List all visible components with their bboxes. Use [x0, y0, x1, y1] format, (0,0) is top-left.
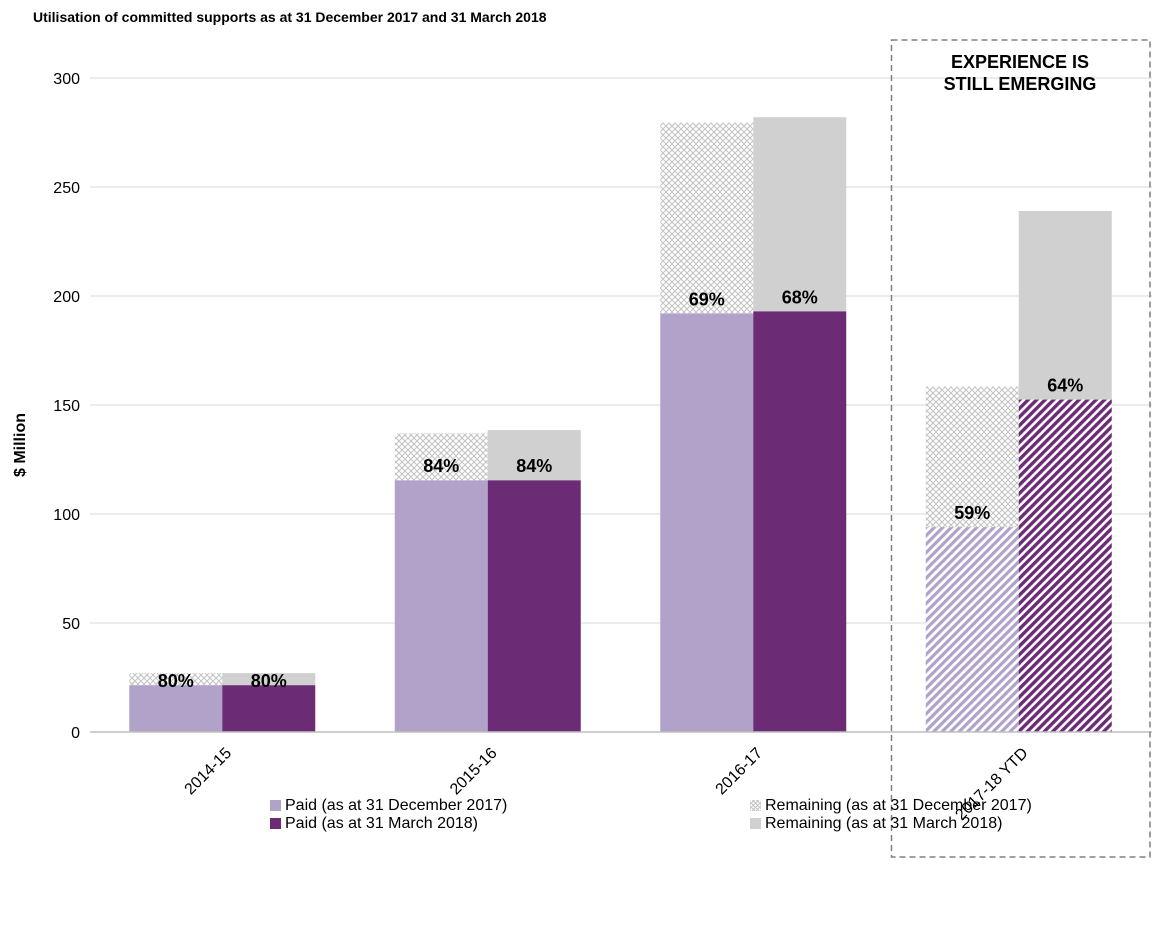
chart-title: Utilisation of committed supports as at … — [33, 9, 547, 25]
bar-remaining-dec-2015-16 — [394, 433, 488, 481]
data-labels: 80% 80% 84% 84% 69% 68% 59% 64% — [158, 287, 1084, 691]
y-tick-label: 250 — [53, 180, 80, 197]
bar-remaining-dec-2016-17 — [660, 122, 754, 314]
bar-remaining-mar-2015-16 — [487, 430, 581, 481]
emerging-box — [890, 39, 1151, 858]
y-tick-label: 50 — [62, 616, 80, 633]
bar-remaining-dec-2017-18 YTD — [925, 386, 1019, 528]
y-tick-label: 300 — [53, 71, 80, 88]
x-tick-label: 2016-17 — [713, 745, 767, 799]
bar-paid-mar-2016-17 — [753, 311, 847, 732]
bar-remaining-dec-2014-15 — [129, 673, 223, 686]
percent-label-mar: 68% — [782, 287, 818, 307]
bar-remaining-mar-2014-15 — [222, 673, 316, 686]
y-tick-label: 100 — [53, 507, 80, 524]
percent-label-mar: 64% — [1047, 376, 1083, 396]
bars — [129, 117, 1112, 732]
percent-label-dec: 59% — [954, 503, 990, 523]
bar-remaining-mar-2016-17 — [753, 117, 847, 312]
x-tick-label: 2014-15 — [182, 745, 236, 799]
percent-label-mar: 80% — [251, 671, 287, 691]
bar-remaining-mar-2017-18 YTD — [1018, 210, 1112, 400]
bar-paid-dec-2016-17 — [660, 313, 754, 732]
percent-label-dec: 69% — [689, 289, 725, 309]
y-tick-label: 200 — [53, 289, 80, 306]
x-tick-label: 2015-16 — [447, 745, 501, 799]
y-axis-title: $ Million — [12, 413, 29, 477]
bar-paid-mar-2015-16 — [487, 480, 581, 732]
percent-label-dec: 84% — [423, 456, 459, 476]
bar-paid-mar-2014-15 — [222, 685, 316, 732]
bar-paid-mar-2017-18 YTD — [1018, 399, 1112, 732]
percent-label-mar: 84% — [516, 456, 552, 476]
y-tick-label: 0 — [71, 725, 80, 742]
bar-paid-dec-2014-15 — [129, 685, 223, 732]
annotation-line: EXPERIENCE IS — [951, 52, 1089, 72]
y-tick-label: 150 — [53, 398, 80, 415]
bar-paid-dec-2017-18 YTD — [925, 527, 1019, 732]
x-tick-label: 2017-18 YTD — [952, 745, 1031, 824]
bar-paid-dec-2015-16 — [394, 480, 488, 732]
annotation-line: STILL EMERGING — [944, 74, 1097, 94]
percent-label-dec: 80% — [158, 671, 194, 691]
